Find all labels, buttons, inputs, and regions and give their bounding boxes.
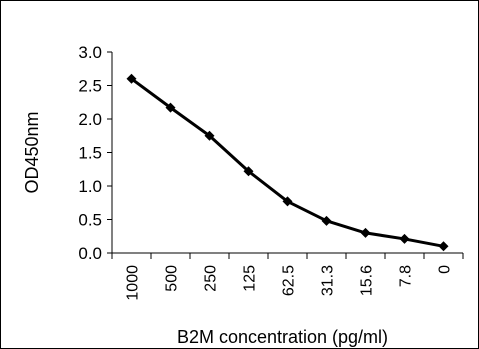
x-tick-label: 250 xyxy=(203,265,220,292)
axes xyxy=(111,52,463,254)
series-line xyxy=(130,77,444,248)
y-tick-label: 0.5 xyxy=(78,211,102,230)
y-tick-label: 1.0 xyxy=(78,177,102,196)
y-tick-label: 3.0 xyxy=(78,43,102,62)
data-point-marker xyxy=(243,166,254,177)
data-point-marker xyxy=(165,102,176,113)
y-ticks: 0.0 0.5 1.0 1.5 2.0 2.5 3.0 xyxy=(78,43,112,263)
x-tick-label: 7.8 xyxy=(398,265,415,287)
data-point-marker xyxy=(321,215,332,226)
series-group xyxy=(126,73,449,252)
x-ticks: 1000 500 250 125 62.5 31.3 15.6 7.8 0 xyxy=(111,253,464,301)
data-point-marker xyxy=(204,130,215,141)
y-axis-label: OD450nm xyxy=(22,111,42,193)
data-point-marker xyxy=(399,233,410,244)
x-axis-label: B2M concentration (pg/ml) xyxy=(177,327,388,347)
x-tick-label: 500 xyxy=(164,265,181,292)
y-tick-label: 1.5 xyxy=(78,144,102,163)
x-tick-label: 62.5 xyxy=(281,265,298,296)
y-tick-label: 0.0 xyxy=(78,244,102,263)
data-point-marker xyxy=(360,227,371,238)
y-tick-label: 2.0 xyxy=(78,110,102,129)
x-tick-label: 15.6 xyxy=(359,265,376,296)
x-tick-label: 1000 xyxy=(125,265,142,301)
data-point-marker xyxy=(438,241,449,252)
x-tick-label: 125 xyxy=(242,265,259,292)
data-point-marker xyxy=(126,73,137,84)
x-tick-label: 0 xyxy=(437,265,454,274)
data-point-marker xyxy=(282,196,293,207)
x-tick-label: 31.3 xyxy=(320,265,337,296)
y-tick-label: 2.5 xyxy=(78,77,102,96)
